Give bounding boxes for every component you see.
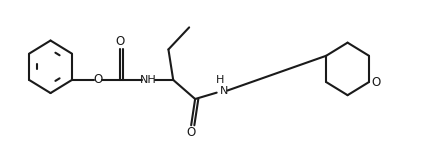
Text: N: N: [220, 86, 228, 95]
Text: O: O: [115, 35, 125, 48]
Text: O: O: [93, 73, 102, 86]
Text: O: O: [372, 75, 381, 89]
Text: NH: NH: [140, 75, 157, 85]
Text: H: H: [216, 75, 224, 85]
Text: O: O: [187, 126, 196, 139]
